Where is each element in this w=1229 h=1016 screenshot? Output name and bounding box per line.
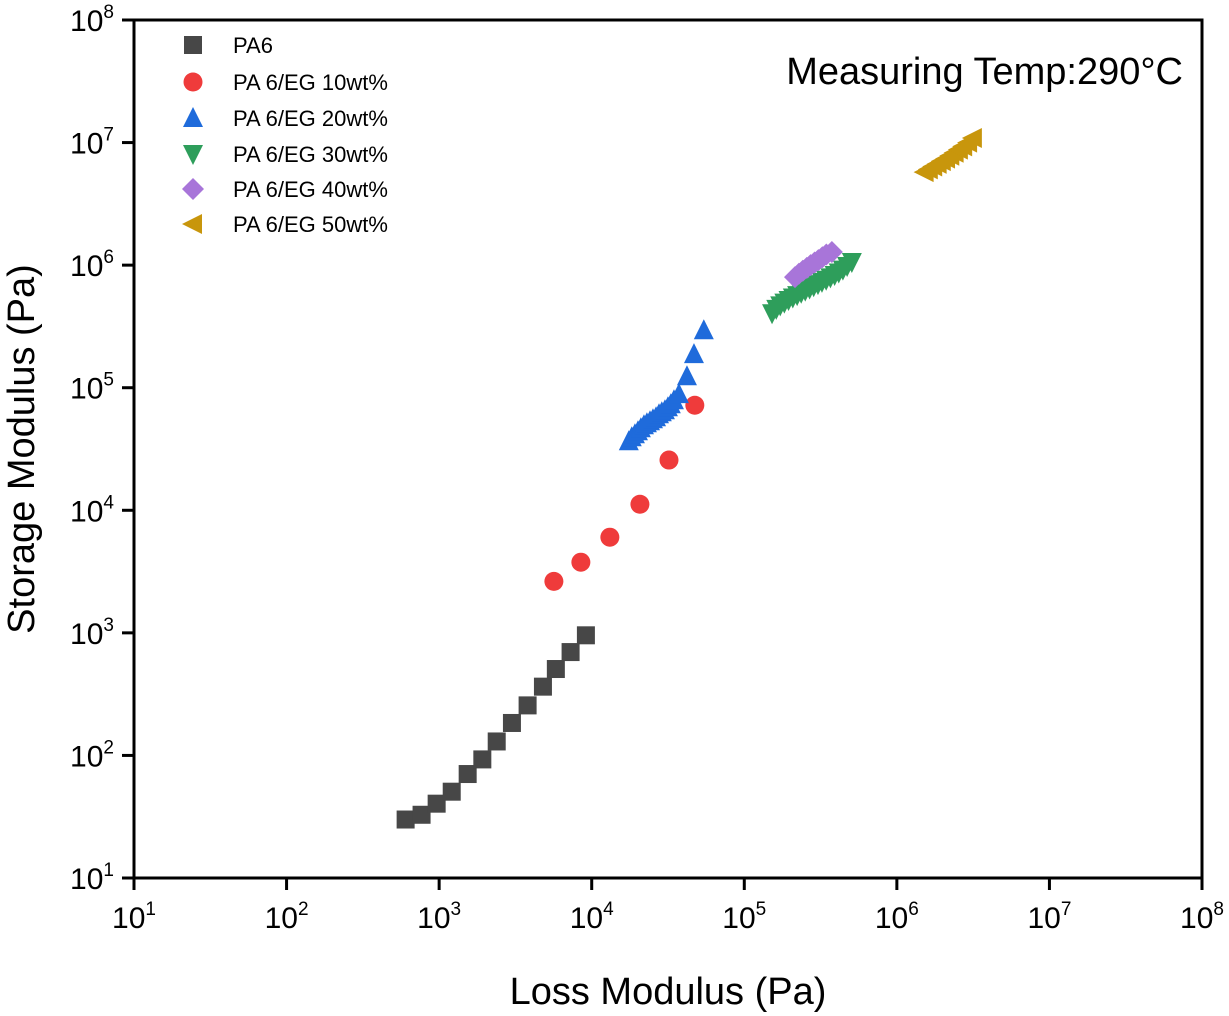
legend-label: PA 6/EG 50wt% [233, 212, 388, 237]
legend-item: PA 6/EG 10wt% [183, 70, 388, 95]
data-point [396, 810, 415, 829]
legend-item: PA 6/EG 20wt% [183, 106, 388, 131]
x-tick-label: 107 [1027, 899, 1071, 935]
legend-label: PA 6/EG 20wt% [233, 106, 388, 131]
legend: PA6 PA 6/EG 10wt% PA 6/EG 20wt% PA 6/EG 30w… [182, 33, 388, 237]
data-point [487, 732, 506, 751]
legend-marker-triangle-left-icon [182, 214, 202, 234]
legend-marker-square-icon [184, 36, 202, 54]
y-tick-label: 103 [70, 615, 114, 651]
data-point [544, 571, 564, 591]
x-tick-label: 108 [1180, 899, 1224, 935]
x-tick-label: 105 [722, 899, 766, 935]
data-point [693, 319, 714, 340]
legend-item: PA6 [184, 33, 273, 58]
series-pa6 [396, 626, 595, 829]
y-axis: 101 102 103 104 105 106 107 108 [70, 2, 134, 896]
data-point [841, 253, 862, 274]
series-pa-6-eg-50wt- [913, 127, 982, 183]
x-tick-label: 103 [417, 899, 461, 935]
data-point [442, 782, 461, 801]
series-pa-6-eg-10wt- [544, 395, 705, 591]
y-tick-label: 108 [70, 2, 114, 38]
legend-marker-triangle-down-icon [183, 145, 203, 165]
data-point [561, 643, 580, 662]
data-marks [396, 127, 982, 829]
series-pa-6-eg-30wt- [762, 253, 862, 325]
data-point [518, 696, 537, 715]
data-point [685, 395, 705, 415]
legend-label: PA 6/EG 10wt% [233, 70, 388, 95]
y-tick-label: 104 [70, 492, 114, 528]
y-axis-title: Storage Modulus (Pa) [1, 264, 43, 634]
data-point [576, 626, 595, 645]
data-point [683, 343, 704, 364]
data-point [630, 494, 650, 514]
legend-item: PA 6/EG 40wt% [182, 177, 388, 202]
y-tick-label: 107 [70, 125, 114, 161]
x-tick-label: 101 [112, 899, 156, 935]
y-tick-label: 102 [70, 737, 114, 773]
data-point [676, 365, 697, 386]
plot-frame [132, 18, 1204, 880]
data-point [668, 383, 689, 404]
data-point [427, 794, 446, 813]
legend-marker-circle-icon [183, 72, 203, 92]
data-point [533, 677, 552, 696]
x-axis: 101 102 103 104 105 106 107 108 [112, 878, 1224, 935]
data-point [502, 713, 521, 732]
data-point [571, 552, 591, 572]
x-axis-title: Loss Modulus (Pa) [510, 971, 827, 1013]
data-point [546, 660, 565, 679]
legend-item: PA 6/EG 50wt% [182, 212, 388, 237]
series-pa-6-eg-20wt- [618, 319, 714, 451]
data-point [473, 750, 492, 769]
y-tick-label: 106 [70, 247, 114, 283]
series-pa-6-eg-40wt- [784, 241, 843, 289]
data-point [458, 765, 477, 784]
legend-marker-diamond-icon [182, 178, 204, 200]
plot-area [134, 20, 1202, 878]
x-tick-label: 104 [570, 899, 614, 935]
data-point [961, 127, 982, 148]
data-point [820, 241, 843, 264]
data-point [412, 805, 431, 824]
data-point [659, 450, 679, 470]
x-tick-label: 106 [875, 899, 919, 935]
annotation-measuring-temp: Measuring Temp:290°C [786, 51, 1183, 93]
legend-item: PA 6/EG 30wt% [183, 142, 388, 167]
x-tick-label: 102 [265, 899, 309, 935]
y-tick-label: 101 [70, 860, 114, 896]
legend-label: PA 6/EG 40wt% [233, 177, 388, 202]
data-point [600, 527, 620, 547]
legend-label: PA 6/EG 30wt% [233, 142, 388, 167]
legend-label: PA6 [233, 33, 273, 58]
y-tick-label: 105 [70, 370, 114, 406]
legend-marker-triangle-up-icon [183, 107, 203, 127]
